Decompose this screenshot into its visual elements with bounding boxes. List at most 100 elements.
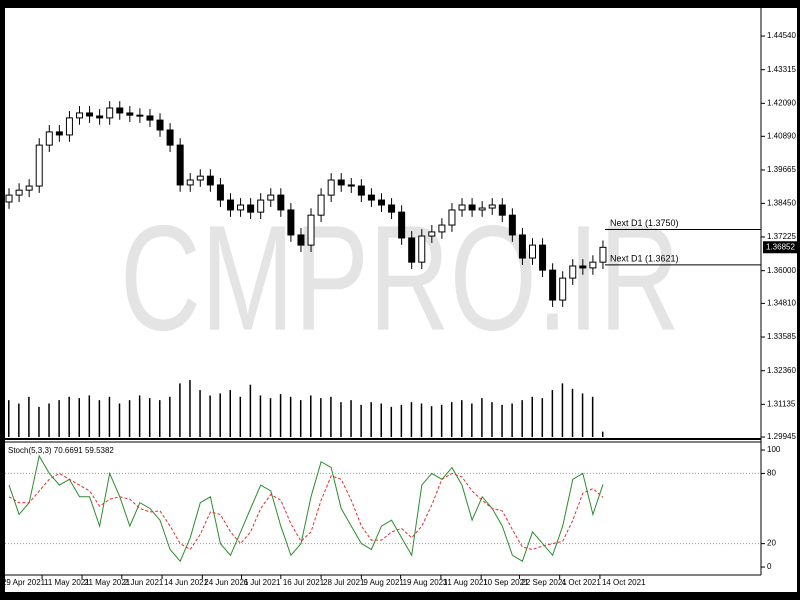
- volume-bar: [159, 400, 161, 437]
- y-tick-label: 0: [767, 562, 772, 571]
- volume-bar: [511, 403, 513, 437]
- volume-bar: [48, 403, 50, 437]
- candle-body: [86, 112, 94, 117]
- candle-body: [428, 231, 436, 237]
- stoch-line: [8, 472, 604, 551]
- y-tick-label: 1.29945: [767, 432, 796, 441]
- candle-body: [247, 204, 255, 213]
- x-tick-label: 31 Aug 2021: [443, 578, 488, 587]
- volume-bar: [28, 396, 30, 437]
- candle-body: [388, 204, 396, 213]
- volume-bar: [400, 404, 403, 437]
- price-marker-label: 1.36852: [766, 242, 795, 251]
- volume-bar: [420, 403, 423, 437]
- candle-body: [498, 204, 506, 216]
- candle-body: [257, 199, 265, 213]
- candle-body: [96, 115, 104, 119]
- candle-body: [337, 179, 345, 186]
- volume-bar: [229, 390, 231, 437]
- candle-body: [45, 131, 53, 146]
- candle-body: [206, 175, 214, 186]
- y-tick-label: 1.38450: [767, 198, 796, 207]
- volume-bar: [501, 404, 503, 437]
- candle-body: [196, 175, 204, 181]
- candle-body: [146, 115, 154, 121]
- x-tick-label: 28 Jul 2021: [323, 578, 365, 587]
- volume-bar: [310, 395, 312, 437]
- candle-body: [287, 209, 295, 236]
- canvas: [5, 8, 797, 592]
- candle-body: [438, 224, 446, 233]
- candle-body: [166, 129, 174, 146]
- volume-bar: [148, 398, 151, 437]
- candle-body: [25, 185, 33, 191]
- candle-body: [267, 194, 275, 201]
- volume-bar: [440, 404, 443, 437]
- candle-body: [327, 179, 335, 196]
- volume-bar: [350, 400, 352, 437]
- volume-bar: [189, 380, 191, 437]
- volume-bar: [471, 403, 473, 437]
- y-tick-label: 1.40890: [767, 131, 796, 140]
- volume-bar: [138, 395, 141, 437]
- candle-body: [186, 179, 194, 186]
- candle-body: [408, 237, 416, 263]
- volume-bar: [98, 400, 101, 437]
- x-tick-label: 14 Oct 2021: [602, 578, 646, 587]
- y-tick-label: 1.44540: [767, 31, 796, 40]
- candle-body: [458, 204, 466, 211]
- volume-bar: [521, 400, 523, 437]
- candle-body: [528, 244, 536, 259]
- candle-body: [448, 209, 456, 226]
- candle-body: [65, 117, 73, 136]
- x-tick-label: 14 Jun 2021: [164, 578, 209, 587]
- candle-body: [297, 234, 305, 246]
- y-tick-label: 1.37225: [767, 232, 796, 241]
- volume-bar: [18, 403, 20, 437]
- x-tick-label: 4 Oct 2021: [562, 578, 602, 587]
- x-tick-label: 19 Aug 2021: [403, 578, 448, 587]
- stoch-line: [8, 454, 604, 563]
- candle-body: [508, 214, 516, 236]
- candle-body: [569, 265, 577, 279]
- volume-bar: [58, 400, 60, 437]
- volume-bar: [8, 400, 10, 437]
- x-tick-label: 2 Jun 2021: [124, 578, 164, 587]
- price-marker: [763, 241, 797, 254]
- y-tick-label: 80: [767, 469, 776, 478]
- volume-bar: [571, 388, 574, 437]
- candle-body: [539, 244, 547, 271]
- candle-body: [367, 194, 375, 201]
- x-tick-label: 6 Jul 2021: [244, 578, 281, 587]
- x-tick-label: 11 May 2021: [44, 578, 90, 587]
- candle-body: [75, 112, 83, 119]
- volume-bar: [581, 393, 584, 437]
- volume-bar: [461, 400, 463, 437]
- volume-bar: [299, 400, 302, 437]
- candle-body: [488, 204, 496, 209]
- volume-bar: [68, 396, 70, 437]
- volume-bar: [179, 383, 181, 437]
- candle-body: [377, 199, 385, 206]
- volume-bar: [259, 395, 262, 437]
- candle-body: [518, 234, 526, 259]
- y-tick-label: 1.31135: [767, 399, 796, 408]
- volume-bar: [88, 395, 91, 437]
- y-tick-label: 1.33585: [767, 332, 796, 341]
- volume-bar: [450, 402, 453, 437]
- x-tick-label: 16 Jul 2021: [283, 578, 325, 587]
- volume-bar: [219, 393, 221, 437]
- volume-bar: [591, 396, 594, 437]
- volume-bar: [481, 398, 483, 437]
- volume-bar: [380, 403, 382, 437]
- y-tick-label: 20: [767, 539, 776, 548]
- x-tick-label: 22 Sep 2021: [521, 578, 567, 587]
- volume-bar: [561, 383, 564, 437]
- volume-bar: [239, 396, 242, 437]
- volume-bar: [320, 398, 322, 437]
- level-label: Next D1 (1.3750): [610, 218, 679, 228]
- volume-bar: [128, 400, 131, 437]
- volume-bar: [531, 396, 533, 437]
- volume-bar: [78, 398, 80, 437]
- candle-body: [237, 204, 245, 211]
